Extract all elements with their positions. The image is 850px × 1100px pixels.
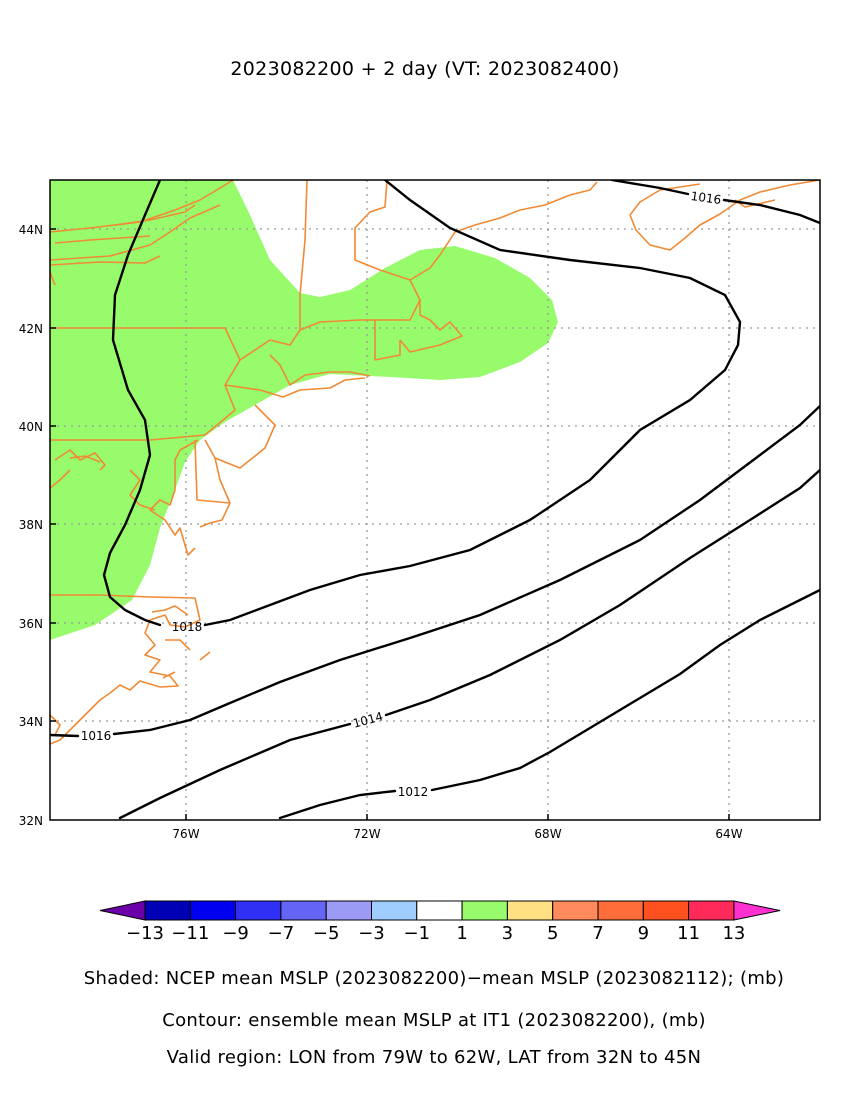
contour-label-1016-left: 1016 (81, 729, 112, 743)
grid-lines (50, 180, 820, 820)
colorbar-cell (461, 900, 508, 921)
lat-label: 40N (19, 420, 43, 434)
colorbar-cell (552, 900, 599, 921)
colorbar-tick-label: −9 (222, 923, 249, 944)
contour-label-1014: 1014 (351, 709, 384, 730)
contour-label-1018: 1018 (172, 620, 203, 634)
mslp-contours (50, 180, 820, 820)
contour-1016 (50, 404, 820, 738)
colorbar-cell (280, 900, 327, 921)
colorbar-tick-label: 7 (592, 923, 603, 944)
contour-label-1016-top: 1016 (690, 189, 722, 207)
contour-1016-top (610, 180, 820, 225)
colorbar-cell (371, 900, 418, 921)
lat-label: 32N (19, 814, 43, 828)
colorbar-cell (506, 900, 554, 921)
caption-valid-region: Valid region: LON from 79W to 62W, LAT f… (166, 1047, 702, 1068)
colorbar-arrow-left (99, 900, 146, 921)
contour-label-1012: 1012 (398, 785, 429, 799)
axis-ticks (50, 228, 730, 820)
colorbar-tick-label: 11 (677, 923, 700, 944)
colorbar-cell (189, 900, 237, 921)
lat-label: 44N (19, 223, 43, 237)
colorbar-cell (416, 900, 463, 921)
map-plot-area (50, 180, 820, 820)
longitude-labels: 76W 72W 68W 64W (172, 827, 742, 841)
caption-shaded: Shaded: NCEP mean MSLP (2023082200)−mean… (83, 968, 785, 989)
colorbar-tick-label: 13 (722, 923, 745, 944)
colorbar-tick-labels: −13 −11 −9 −7 −5 −3 −1 1 3 5 7 9 11 13 (126, 923, 745, 944)
contour-1012 (278, 588, 820, 820)
colorbar-tick-label: 3 (502, 923, 513, 944)
plot-title: 2023082200 + 2 day (VT: 2023082400) (230, 58, 620, 80)
colorbar-cell (325, 900, 373, 921)
lat-label: 36N (19, 617, 43, 631)
shaded-region-positive (50, 180, 558, 640)
colorbar-tick-label: −13 (126, 923, 164, 944)
caption-contour: Contour: ensemble mean MSLP at IT1 (2023… (162, 1010, 706, 1031)
lon-label: 64W (715, 827, 742, 841)
colorbar-tick-label: 9 (638, 923, 649, 944)
contour-1014 (118, 468, 820, 820)
colorbar-cell (688, 900, 735, 921)
colorbar-tick-label: −7 (268, 923, 295, 944)
colorbar (99, 900, 781, 921)
lon-label: 72W (353, 827, 380, 841)
colorbar-cell (144, 900, 191, 921)
colorbar-tick-label: −1 (404, 923, 431, 944)
lat-label: 42N (19, 322, 43, 336)
lon-label: 76W (172, 827, 199, 841)
plot-frame (49, 179, 821, 821)
colorbar-tick-label: −5 (313, 923, 340, 944)
lon-label: 68W (534, 827, 561, 841)
latitude-labels: 44N 42N 40N 38N 36N 34N 32N (19, 223, 43, 828)
colorbar-tick-label: −3 (358, 923, 385, 944)
lat-label: 34N (19, 715, 43, 729)
colorbar-tick-label: 5 (547, 923, 558, 944)
lat-label: 38N (19, 518, 43, 532)
coastlines-borders (50, 180, 820, 745)
colorbar-tick-label: 1 (456, 923, 467, 944)
colorbar-cell (235, 900, 282, 921)
colorbar-cell (642, 900, 690, 921)
colorbar-cell (597, 900, 644, 921)
colorbar-arrow-right (733, 900, 781, 921)
colorbar-tick-label: −11 (171, 923, 209, 944)
contour-1018 (102, 180, 742, 627)
